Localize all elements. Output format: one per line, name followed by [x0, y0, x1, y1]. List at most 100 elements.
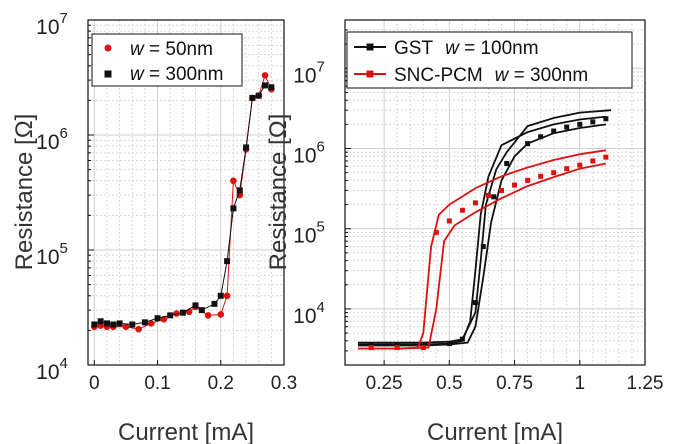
- data-point-series-1: [103, 320, 110, 327]
- data-point-snc-pcm: [446, 218, 452, 224]
- data-point-gst: [551, 128, 557, 134]
- right-legend: GST w = 100nm SNC-PCM w = 300nm: [346, 31, 633, 89]
- data-point-gst: [504, 161, 510, 167]
- data-point-gst: [491, 194, 497, 200]
- legend-text-gst: GST: [394, 38, 433, 59]
- y-tick-label: 106: [36, 125, 68, 154]
- legend-marker-50nm: [104, 44, 112, 52]
- data-point-gst: [538, 134, 544, 140]
- data-point-gst: [577, 121, 583, 127]
- data-point-gst: [420, 342, 426, 348]
- right-y-axis-label: Resistance [Ω]: [265, 114, 292, 271]
- y-tick-label: 106: [293, 139, 325, 168]
- legend-label-300nm: w = 300nm: [130, 64, 223, 85]
- data-point-snc-pcm: [459, 207, 465, 213]
- data-point-snc-pcm: [538, 173, 544, 179]
- legend-marker-snc: [366, 70, 374, 78]
- x-tick-label: 0.1: [144, 373, 170, 394]
- data-point-snc-pcm: [564, 166, 570, 172]
- data-point-gst: [472, 300, 478, 306]
- data-point-gst: [603, 116, 609, 122]
- right-x-axis-label: Current [mA]: [427, 419, 563, 444]
- data-point-snc-pcm: [525, 177, 531, 183]
- data-point-snc-pcm: [433, 229, 439, 235]
- data-point-series-1: [255, 92, 262, 99]
- data-point-snc-pcm: [368, 345, 374, 351]
- x-tick-label: 0: [89, 373, 100, 394]
- data-point-series-0: [135, 325, 142, 333]
- data-point-gst: [368, 342, 374, 348]
- legend-var-50nm: w: [130, 39, 145, 60]
- data-point-series-1: [154, 315, 161, 322]
- data-point-series-1: [243, 144, 250, 151]
- data-point-gst: [446, 341, 452, 347]
- x-tick-label: 1.25: [627, 373, 664, 394]
- data-point-series-0: [122, 323, 130, 331]
- left-y-axis-label: Resistance [Ω]: [11, 114, 38, 271]
- legend-suffix-gst: = 100nm: [459, 38, 539, 59]
- data-point-gst: [480, 244, 486, 250]
- legend-text-snc: SNC-PCM: [394, 65, 483, 86]
- x-tick-label: 0.75: [496, 373, 533, 394]
- data-point-gst: [590, 119, 596, 125]
- data-point-series-1: [224, 258, 231, 265]
- data-point-series-0: [204, 312, 212, 319]
- x-tick-label: 0.2: [208, 373, 234, 394]
- data-point-series-0: [261, 72, 269, 79]
- data-point-snc-pcm: [551, 170, 557, 176]
- y-tick-label: 107: [293, 58, 325, 87]
- legend-var-gst: w: [445, 38, 460, 59]
- left-x-axis-label: Current [mA]: [118, 419, 254, 444]
- data-point-series-1: [192, 302, 199, 309]
- data-point-series-1: [198, 307, 205, 314]
- data-point-snc-pcm: [577, 162, 583, 168]
- x-tick-label: 0.25: [366, 373, 403, 394]
- data-point-snc-pcm: [603, 154, 609, 160]
- data-point-series-1: [167, 312, 174, 319]
- x-tick-label: 0.5: [436, 373, 462, 394]
- data-point-series-0: [147, 320, 155, 327]
- data-point-gst: [525, 141, 531, 147]
- data-point-series-1: [217, 292, 224, 299]
- y-tick-label: 105: [293, 219, 325, 248]
- data-point-snc-pcm: [420, 345, 426, 351]
- legend-label-gst: GST w = 100nm: [394, 38, 539, 59]
- data-point-snc-pcm: [394, 345, 400, 351]
- data-point-series-0: [217, 311, 225, 318]
- right-tick-layer: 0.25 0.5 0.75 1 1.25 104 105 106 107: [293, 19, 664, 394]
- legend-var-snc: w: [495, 65, 510, 86]
- y-tick-label: 104: [36, 355, 68, 384]
- data-point-series-0: [223, 292, 231, 300]
- data-point-series-1: [249, 94, 256, 101]
- legend-label-snc: SNC-PCM w = 300nm: [394, 65, 588, 86]
- left-chart-panel: 0 0.1 0.2 0.3 104 105 106 107 Current [mA] Resi…: [11, 10, 297, 444]
- data-point-series-1: [91, 321, 98, 328]
- legend-var-300nm: w: [130, 64, 145, 85]
- right-plot-frame: [344, 19, 646, 366]
- legend-suffix-snc: = 300nm: [508, 65, 588, 86]
- series-line-1: [94, 84, 272, 326]
- data-point-series-1: [179, 309, 186, 316]
- data-point-gst: [394, 342, 400, 348]
- data-point-series-1: [211, 300, 218, 307]
- data-point-series-1: [262, 82, 269, 89]
- curve-gst: [358, 115, 606, 346]
- data-point-gst: [459, 336, 465, 342]
- data-point-snc-pcm: [499, 187, 505, 193]
- data-point-series-1: [268, 84, 275, 91]
- y-tick-label: 104: [293, 299, 325, 328]
- right-legend-box: [346, 31, 633, 89]
- legend-text-50nm: = 50nm: [144, 39, 213, 60]
- legend-text-300nm: = 300nm: [144, 64, 224, 85]
- left-series-layer: [91, 72, 275, 333]
- right-series-layer: [358, 109, 612, 351]
- legend-label-50nm: w = 50nm: [130, 39, 213, 60]
- left-legend: w = 50nm w = 300nm: [91, 33, 243, 87]
- y-tick-label: 107: [36, 10, 68, 39]
- data-point-series-1: [129, 321, 136, 328]
- right-chart-panel: 0.25 0.5 0.75 1 1.25 104 105 106 107 Current [mA…: [265, 19, 664, 444]
- data-point-series-1: [141, 319, 148, 326]
- left-legend-box: [91, 33, 243, 87]
- y-tick-label: 105: [36, 240, 68, 269]
